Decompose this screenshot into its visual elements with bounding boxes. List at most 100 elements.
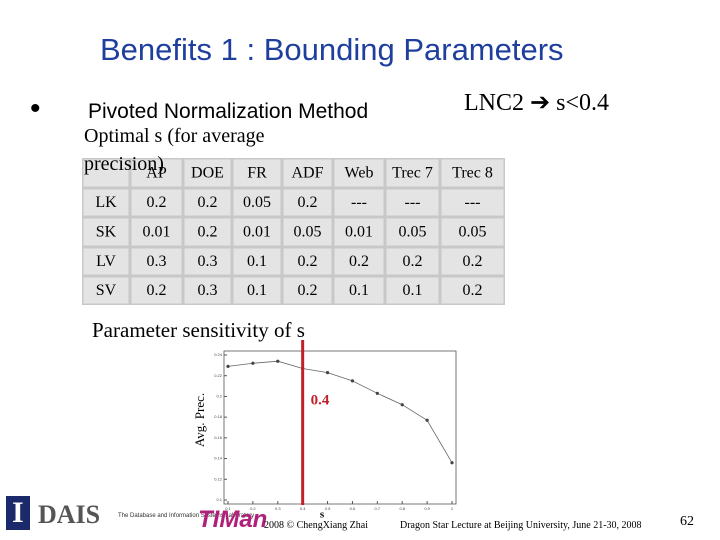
table-cell (441, 218, 504, 246)
plot-point (276, 359, 280, 363)
table-cell (283, 277, 332, 304)
plot-point (251, 361, 255, 365)
lab-name: The Database and Information Systems Lab… (118, 513, 255, 519)
table-cell (386, 248, 439, 275)
table-cell (283, 218, 332, 246)
table-cell-text: SV (96, 282, 117, 299)
table-cell-text: 0.05 (459, 224, 487, 241)
table-header: Trec 7 (392, 165, 433, 182)
x-tick-label: 0.5 (325, 506, 331, 511)
table-cell-text: 0.1 (403, 282, 423, 299)
y-axis-label: Avg. Prec. (192, 393, 207, 447)
table-header: ADF (291, 165, 323, 182)
table-cell-text: 0.2 (198, 224, 218, 241)
table-cell (184, 248, 231, 275)
marker-label: 0.4 (311, 392, 330, 408)
table-cell-text: SK (96, 224, 117, 241)
table-cell-text: --- (405, 194, 421, 211)
table-header: Web (345, 165, 374, 182)
table-cell-text: 0.2 (147, 282, 167, 299)
table-cell-text: --- (351, 194, 367, 211)
table-cell-text: 0.2 (298, 253, 318, 270)
plot-point (375, 391, 379, 395)
table-cell (83, 277, 129, 304)
plot-point (450, 461, 454, 465)
plot-point (400, 403, 404, 407)
plot-caption: Parameter sensitivity of s (92, 318, 305, 342)
table-cell (233, 277, 281, 304)
x-axis-label: s (320, 509, 325, 521)
table-cell-text: --- (465, 194, 481, 211)
table-cell (184, 189, 231, 216)
table-cell (83, 189, 129, 216)
table-cell-text: 0.3 (147, 253, 167, 270)
table-cell-text: 0.3 (198, 282, 218, 299)
table-cell-text: 0.2 (298, 282, 318, 299)
plot-point (425, 418, 429, 422)
table-cell (233, 159, 281, 187)
table-cell-text: 0.3 (198, 253, 218, 270)
table-cell (441, 189, 504, 216)
table-cell-text: 0.05 (399, 224, 427, 241)
table-cell (334, 277, 384, 304)
table-header: DOE (191, 165, 224, 182)
y-tick-label: 0.16 (214, 435, 223, 440)
y-tick-label: 0.12 (214, 476, 223, 481)
table-cell (233, 189, 281, 216)
plot-point (325, 371, 330, 375)
table-cell (131, 218, 182, 246)
x-tick-label: 0.4 (300, 506, 306, 511)
copyright: 2008 © ChengXiang Zhai (264, 520, 368, 531)
bullet-text: Pivoted Normalization Method (88, 100, 369, 123)
table-cell-text: 0.05 (294, 224, 322, 241)
table-cell (334, 189, 384, 216)
table-cell (184, 159, 231, 187)
table-cell (283, 159, 332, 187)
y-tick-label: 0.24 (214, 352, 223, 357)
table-header: FR (247, 165, 267, 182)
table-cell (334, 218, 384, 246)
table-caption: Optimal s (for average precision) (84, 125, 265, 175)
table-cell (83, 248, 129, 275)
table-cell-text: 0.2 (463, 253, 483, 270)
table-cell (83, 218, 129, 246)
table-cell-text: 0.1 (247, 282, 267, 299)
x-tick-label: 0.8 (399, 506, 405, 511)
table-cell (184, 218, 231, 246)
table-cell-text: LK (95, 194, 117, 211)
table-cell-text: 0.2 (403, 253, 423, 270)
table-cell (131, 159, 182, 187)
table-cell (184, 277, 231, 304)
table-cell (334, 248, 384, 275)
table-header: Trec 8 (452, 165, 493, 182)
table-cell-text: 0.2 (198, 194, 218, 211)
table-cell (441, 277, 504, 304)
x-tick-label: 0.3 (275, 506, 281, 511)
table-cell-text: 0.01 (243, 224, 271, 241)
table-cell-text: 0.2 (463, 282, 483, 299)
table-cell (233, 218, 281, 246)
table-cell-text: 0.2 (349, 253, 369, 270)
table-cell (386, 277, 439, 304)
table-cell-text: LV (96, 253, 116, 270)
lecture: Dragon Star Lecture at Beijing Universit… (400, 520, 642, 531)
table-cell-text: 0.01 (345, 224, 373, 241)
y-tick-label: 0.1 (216, 497, 222, 502)
table-cell-text: 0.1 (247, 253, 267, 270)
table-cell (441, 248, 504, 275)
table-cell (386, 159, 439, 187)
bullet-dot: • (30, 92, 41, 125)
table-cell (283, 189, 332, 216)
table-cell (131, 189, 182, 216)
x-tick-label: 1 (451, 506, 454, 511)
table-cell (386, 218, 439, 246)
table-cell (386, 189, 439, 216)
lab-logo-text: DAIS (38, 500, 101, 529)
group-logo: TIMan (198, 506, 268, 533)
table-cell (131, 248, 182, 275)
plot-line (227, 360, 453, 463)
y-tick-label: 0.2 (216, 393, 222, 398)
